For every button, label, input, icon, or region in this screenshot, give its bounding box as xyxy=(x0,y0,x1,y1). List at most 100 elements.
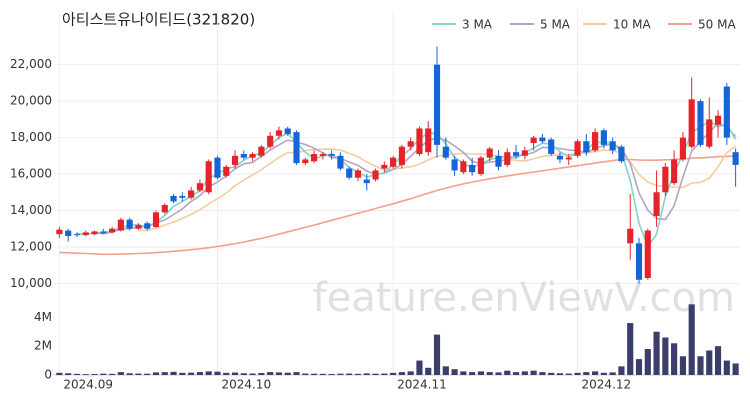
volume-bar xyxy=(635,359,643,375)
volume-bar xyxy=(512,372,520,375)
y-tick-label: 2M xyxy=(34,339,52,353)
candle-body xyxy=(144,223,151,229)
x-tick-label: 2024.12 xyxy=(582,378,632,392)
candle-body xyxy=(539,137,546,142)
candle-body xyxy=(635,243,643,280)
volume-bar xyxy=(442,366,449,375)
volume-bar xyxy=(433,334,441,375)
volume-bar xyxy=(671,343,678,375)
candle-body xyxy=(504,152,511,165)
candle-body xyxy=(135,225,142,229)
candle-body xyxy=(433,64,441,145)
candle-body xyxy=(548,139,555,154)
candle-body xyxy=(451,159,458,171)
ma-line xyxy=(76,120,737,249)
volume-bar xyxy=(644,349,651,375)
volume-bar xyxy=(486,372,493,375)
candle-body xyxy=(688,99,695,147)
volume-bar xyxy=(460,371,467,375)
volume-bar xyxy=(416,360,423,375)
volume-bar xyxy=(477,371,485,375)
candle-body xyxy=(381,164,388,169)
candle-body xyxy=(627,228,634,244)
candle-body xyxy=(91,231,98,235)
volume-bar xyxy=(319,373,326,375)
volume-bar xyxy=(249,373,256,375)
volume-bar xyxy=(381,373,388,375)
volume-bar xyxy=(161,372,168,375)
volume-bar xyxy=(592,371,599,375)
volume-bar xyxy=(714,346,722,375)
y-tick-label: 22,000 xyxy=(10,57,52,71)
volume-bar xyxy=(73,373,81,375)
candle-body xyxy=(618,146,625,162)
volume-bar xyxy=(152,372,160,375)
legend-label: 10 MA xyxy=(613,18,651,32)
volume-bar xyxy=(697,356,704,375)
volume-bar xyxy=(196,372,203,375)
candle-body xyxy=(425,128,432,153)
volume-bar xyxy=(231,372,239,375)
candle-body xyxy=(521,150,528,156)
ma-line xyxy=(94,122,737,235)
volume-bar xyxy=(109,373,116,375)
candle-body xyxy=(442,146,449,158)
volume-bar xyxy=(188,372,195,375)
candle-body xyxy=(56,229,63,235)
volume-bar xyxy=(214,371,221,375)
volume-bar xyxy=(627,323,634,375)
volume-bar xyxy=(354,373,362,375)
volume-bar xyxy=(372,373,379,375)
volume-bar xyxy=(451,369,458,375)
candle-body xyxy=(592,132,599,151)
volume-bar xyxy=(706,350,713,375)
candle-body xyxy=(486,148,493,158)
volume-bar xyxy=(521,371,528,375)
candle-body xyxy=(390,157,397,167)
candle-body xyxy=(671,159,678,184)
volume-bar xyxy=(679,356,686,375)
candle-body xyxy=(363,179,370,184)
volume-bar xyxy=(732,363,739,375)
volume-bar xyxy=(328,373,335,375)
candle-body xyxy=(644,230,651,278)
candle-body xyxy=(477,157,485,175)
candle-body xyxy=(714,115,722,125)
volume-bar xyxy=(548,372,555,375)
volume-bar xyxy=(170,371,177,375)
candle-body xyxy=(310,154,318,162)
volume-bar xyxy=(583,372,590,375)
watermark: feature.enViewV.com xyxy=(313,275,735,321)
candle-body xyxy=(302,159,309,164)
candle-body xyxy=(319,154,326,156)
volume-bar xyxy=(407,371,414,375)
candle-body xyxy=(223,166,230,176)
candle-body xyxy=(65,230,72,237)
volume-bar xyxy=(293,372,300,375)
volume-bar xyxy=(100,373,107,375)
volume-bar xyxy=(258,372,265,375)
volume-bar xyxy=(425,367,432,375)
y-tick-label: 18,000 xyxy=(10,130,52,144)
candle-body xyxy=(188,190,195,198)
candle-body xyxy=(231,155,239,165)
candle-body xyxy=(126,219,133,229)
candle-body xyxy=(372,170,379,180)
y-tick-label: 14,000 xyxy=(10,203,52,217)
volume-bar xyxy=(240,373,247,375)
candle-body xyxy=(732,152,739,165)
volume-bar xyxy=(82,374,89,375)
volume-bar xyxy=(310,373,318,375)
candle-body xyxy=(117,219,124,231)
volume-bar xyxy=(275,372,283,375)
volume-bar xyxy=(91,373,98,375)
candle-body xyxy=(416,128,423,154)
candle-body xyxy=(530,137,537,144)
candle-body xyxy=(328,154,335,156)
x-tick-label: 2024.10 xyxy=(221,378,271,392)
volume-bar xyxy=(723,360,730,375)
y-tick-label: 0 xyxy=(44,368,52,382)
candle-body xyxy=(100,231,107,234)
volume-bar xyxy=(504,370,511,375)
